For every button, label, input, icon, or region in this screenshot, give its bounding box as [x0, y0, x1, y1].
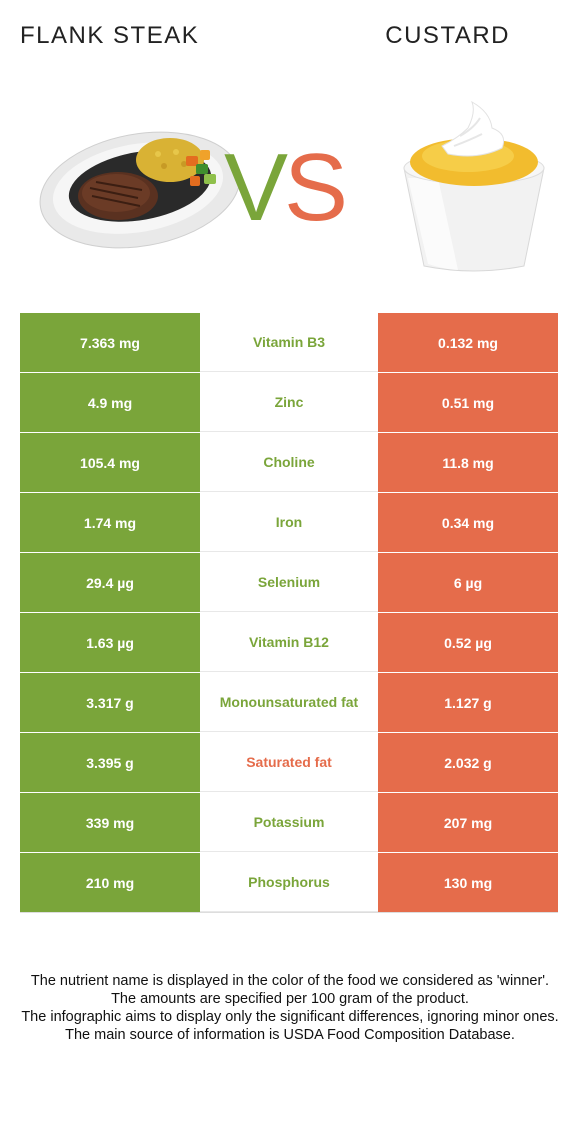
table-row: 4.9 mg Zinc 0.51 mg: [20, 373, 558, 433]
nutrient-name: Selenium: [200, 553, 378, 612]
right-food-value: 6 µg: [378, 553, 558, 612]
nutrient-name: Vitamin B3: [200, 313, 378, 372]
right-food-value: 0.52 µg: [378, 613, 558, 672]
table-row: 7.363 mg Vitamin B3 0.132 mg: [20, 313, 558, 373]
left-food-value: 4.9 mg: [20, 373, 200, 432]
right-food-value: 130 mg: [378, 853, 558, 912]
table-row: 3.395 g Saturated fat 2.032 g: [20, 733, 558, 793]
left-food-value: 7.363 mg: [20, 313, 200, 372]
right-food-value: 207 mg: [378, 793, 558, 852]
footer-line-amounts: The amounts are specified per 100 gram o…: [111, 991, 469, 1007]
comparison-table: 7.363 mg Vitamin B3 0.132 mg 4.9 mg Zinc 0.51…: [20, 313, 558, 913]
nutrient-name: Saturated fat: [200, 733, 378, 792]
table-row: 1.74 mg Iron 0.34 mg: [20, 493, 558, 553]
table-row: 3.317 g Monounsaturated fat 1.127 g: [20, 673, 558, 733]
left-food-value: 1.74 mg: [20, 493, 200, 552]
custard-image: [403, 100, 545, 272]
nutrient-name: Phosphorus: [200, 853, 378, 912]
right-food-value: 2.032 g: [378, 733, 558, 792]
right-food-value: 1.127 g: [378, 673, 558, 732]
nutrient-name: Vitamin B12: [200, 613, 378, 672]
footer-line-source: The main source of information is USDA F…: [65, 1027, 515, 1043]
vs-label: VS: [224, 140, 348, 236]
table-row: 29.4 µg Selenium 6 µg: [20, 553, 558, 613]
right-food-value: 0.51 mg: [378, 373, 558, 432]
right-food-value: 11.8 mg: [378, 433, 558, 492]
table-row: 1.63 µg Vitamin B12 0.52 µg: [20, 613, 558, 673]
left-food-title: FLANK STEAK: [20, 22, 200, 49]
table-row: 339 mg Potassium 207 mg: [20, 793, 558, 853]
flank-steak-image: [39, 131, 241, 249]
nutrient-name: Zinc: [200, 373, 378, 432]
nutrient-name: Iron: [200, 493, 378, 552]
nutrient-name: Monounsaturated fat: [200, 673, 378, 732]
table-row: 210 mg Phosphorus 130 mg: [20, 853, 558, 913]
left-food-value: 210 mg: [20, 853, 200, 912]
right-food-title: CUSTARD: [385, 22, 510, 49]
nutrient-name: Choline: [200, 433, 378, 492]
vs-v: V: [224, 134, 288, 241]
footer-line-winner: The nutrient name is displayed in the co…: [30, 973, 550, 989]
left-food-value: 1.63 µg: [20, 613, 200, 672]
footer-line-aims: The infographic aims to display only the…: [21, 1009, 559, 1025]
left-food-value: 339 mg: [20, 793, 200, 852]
footer-notes: The nutrient name is displayed in the co…: [10, 972, 570, 1044]
left-food-value: 3.317 g: [20, 673, 200, 732]
left-food-value: 29.4 µg: [20, 553, 200, 612]
table-row: 105.4 mg Choline 11.8 mg: [20, 433, 558, 493]
right-food-value: 0.34 mg: [378, 493, 558, 552]
left-food-value: 3.395 g: [20, 733, 200, 792]
right-food-value: 0.132 mg: [378, 313, 558, 372]
left-food-value: 105.4 mg: [20, 433, 200, 492]
nutrient-name: Potassium: [200, 793, 378, 852]
vs-s: S: [284, 134, 348, 241]
